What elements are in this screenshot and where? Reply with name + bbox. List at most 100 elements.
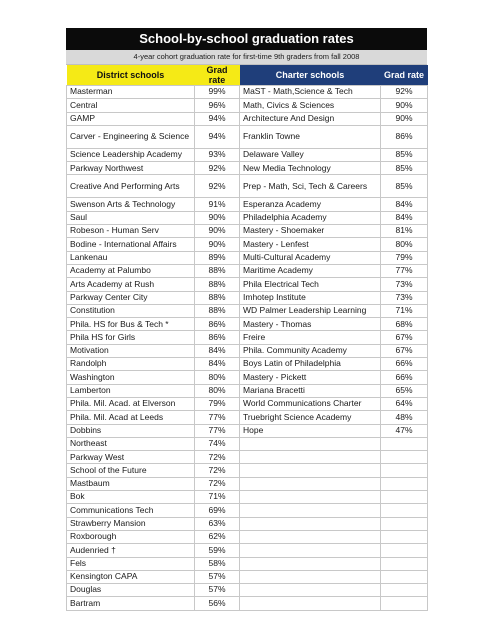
charter-grad-rate bbox=[380, 463, 428, 478]
charter-grad-rate: 80% bbox=[380, 237, 428, 252]
table-row: Arts Academy at Rush 88% Phila Electrical … bbox=[66, 277, 428, 292]
charter-grad-rate: 73% bbox=[380, 277, 428, 292]
charter-grad-rate: 85% bbox=[380, 174, 428, 199]
charter-school-name: Boys Latin of Philadelphia bbox=[239, 357, 381, 372]
district-school-name: Roxborough bbox=[66, 529, 195, 545]
charter-grad-rate: 66% bbox=[380, 357, 428, 372]
district-school-name: GAMP bbox=[66, 111, 195, 126]
district-grad-rate: 90% bbox=[194, 237, 240, 252]
charter-grad-rate: 68% bbox=[380, 317, 428, 332]
charter-school-name: Mastery - Thomas bbox=[239, 317, 381, 332]
charter-school-name: Mariana Bracetti bbox=[239, 383, 381, 398]
district-grad-rate: 92% bbox=[194, 161, 240, 176]
charter-grad-rate bbox=[380, 450, 428, 465]
table-row: Parkway West 72% bbox=[66, 450, 428, 465]
table-row: Phila. Mil. Acad. at Elverson 79% World Co… bbox=[66, 396, 428, 412]
district-grad-rate: 57% bbox=[194, 569, 240, 585]
table-row: Bartram 56% bbox=[66, 596, 428, 611]
district-school-name: Creative And Performing Arts bbox=[66, 174, 195, 199]
district-school-name: Dobbins bbox=[66, 423, 195, 438]
district-grad-rate: 89% bbox=[194, 250, 240, 265]
charter-school-name: WD Palmer Leadership Learning bbox=[239, 303, 381, 319]
table-row: Motivation 84% Phila. Community Academy 67% bbox=[66, 343, 428, 359]
charter-grad-rate: 77% bbox=[380, 263, 428, 279]
district-grad-rate: 59% bbox=[194, 543, 240, 558]
charter-school-name bbox=[239, 476, 381, 492]
table-row: Swenson Arts & Technology 91% Esperanza Ac… bbox=[66, 197, 428, 212]
district-grad-rate: 88% bbox=[194, 277, 240, 292]
district-school-name: Douglas bbox=[66, 583, 195, 598]
table-row: Audenried † 59% bbox=[66, 543, 428, 558]
district-school-name: Motivation bbox=[66, 343, 195, 359]
charter-school-name bbox=[239, 569, 381, 585]
table-row: Phila. Mil. Acad at Leeds 77% Truebright S… bbox=[66, 410, 428, 425]
district-school-name: Phila HS for Girls bbox=[66, 330, 195, 345]
charter-grad-rate: 79% bbox=[380, 250, 428, 265]
charter-school-name: Imhotep Institute bbox=[239, 290, 381, 305]
charter-grad-rate: 90% bbox=[380, 98, 428, 113]
district-school-name: Randolph bbox=[66, 357, 195, 372]
charter-school-name: Hope bbox=[239, 423, 381, 438]
table-row: Washington 80% Mastery - Pickett 66% bbox=[66, 370, 428, 385]
table-row: Mastbaum 72% bbox=[66, 476, 428, 492]
charter-grad-rate bbox=[380, 543, 428, 558]
charter-grad-rate bbox=[380, 476, 428, 492]
table-row: Saul 90% Philadelphia Academy 84% bbox=[66, 210, 428, 226]
charter-school-name: Truebright Science Academy bbox=[239, 410, 381, 425]
district-grad-rate: 80% bbox=[194, 383, 240, 398]
charter-school-name: Mastery - Lenfest bbox=[239, 237, 381, 252]
charter-school-name: Math, Civics & Sciences bbox=[239, 98, 381, 113]
district-grad-rate: 92% bbox=[194, 174, 240, 199]
district-grad-rate: 96% bbox=[194, 98, 240, 113]
charter-school-name: Franklin Towne bbox=[239, 124, 381, 149]
district-school-name: Robeson - Human Serv bbox=[66, 224, 195, 239]
sheet-title: School-by-school graduation rates bbox=[66, 28, 427, 50]
table-row: Dobbins 77% Hope 47% bbox=[66, 423, 428, 438]
district-grad-rate: 72% bbox=[194, 463, 240, 478]
district-grad-rate: 90% bbox=[194, 210, 240, 226]
district-grad-rate: 72% bbox=[194, 476, 240, 492]
table-row: Kensington CAPA 57% bbox=[66, 569, 428, 585]
charter-grad-rate bbox=[380, 436, 428, 452]
table-row: Bodine - International Affairs 90% Mastery… bbox=[66, 237, 428, 252]
district-grad-rate: 86% bbox=[194, 317, 240, 332]
charter-grad-rate: 64% bbox=[380, 396, 428, 412]
graduation-rates-sheet: School-by-school graduation rates 4-year… bbox=[66, 28, 428, 611]
district-grad-rate: 77% bbox=[194, 423, 240, 438]
district-grad-rate: 84% bbox=[194, 343, 240, 359]
district-grad-rate: 58% bbox=[194, 556, 240, 571]
sheet-subtitle: 4-year cohort graduation rate for first-… bbox=[66, 50, 427, 65]
table-row: Bok 71% bbox=[66, 490, 428, 505]
district-grad-rate: 74% bbox=[194, 436, 240, 452]
table-row: Carver - Engineering & Science 94% Frankli… bbox=[66, 124, 428, 149]
district-school-name: Strawberry Mansion bbox=[66, 516, 195, 531]
charter-school-name bbox=[239, 529, 381, 545]
charter-school-name bbox=[239, 516, 381, 531]
charter-school-name: Architecture And Design bbox=[239, 111, 381, 126]
table-row: Creative And Performing Arts 92% Prep - Ma… bbox=[66, 174, 428, 199]
district-school-name: Lamberton bbox=[66, 383, 195, 398]
charter-grad-rate: 66% bbox=[380, 370, 428, 385]
district-school-name: Washington bbox=[66, 370, 195, 385]
charter-grad-rate: 65% bbox=[380, 383, 428, 398]
district-school-name: Saul bbox=[66, 210, 195, 226]
table-row: GAMP 94% Architecture And Design 90% bbox=[66, 111, 428, 126]
charter-grad-rate: 67% bbox=[380, 343, 428, 359]
charter-school-name: Delaware Valley bbox=[239, 147, 381, 163]
charter-grad-rate bbox=[380, 529, 428, 545]
district-school-name: Fels bbox=[66, 556, 195, 571]
charter-grad-rate bbox=[380, 569, 428, 585]
charter-school-name bbox=[239, 503, 381, 518]
charter-grad-rate: 71% bbox=[380, 303, 428, 319]
charter-school-name bbox=[239, 450, 381, 465]
table-row: Communications Tech 69% bbox=[66, 503, 428, 518]
district-grad-rate: 80% bbox=[194, 370, 240, 385]
table-row: Academy at Palumbo 88% Maritime Academy 77% bbox=[66, 263, 428, 279]
district-school-name: Phila. Mil. Acad. at Elverson bbox=[66, 396, 195, 412]
charter-grad-rate: 84% bbox=[380, 210, 428, 226]
district-school-name: Bodine - International Affairs bbox=[66, 237, 195, 252]
district-school-name: Phila. HS for Bus & Tech * bbox=[66, 317, 195, 332]
table-row: Phila. HS for Bus & Tech * 86% Mastery - T… bbox=[66, 317, 428, 332]
rates-table: District schools Grad rate Charter schoo… bbox=[66, 65, 428, 611]
table-row: Fels 58% bbox=[66, 556, 428, 571]
